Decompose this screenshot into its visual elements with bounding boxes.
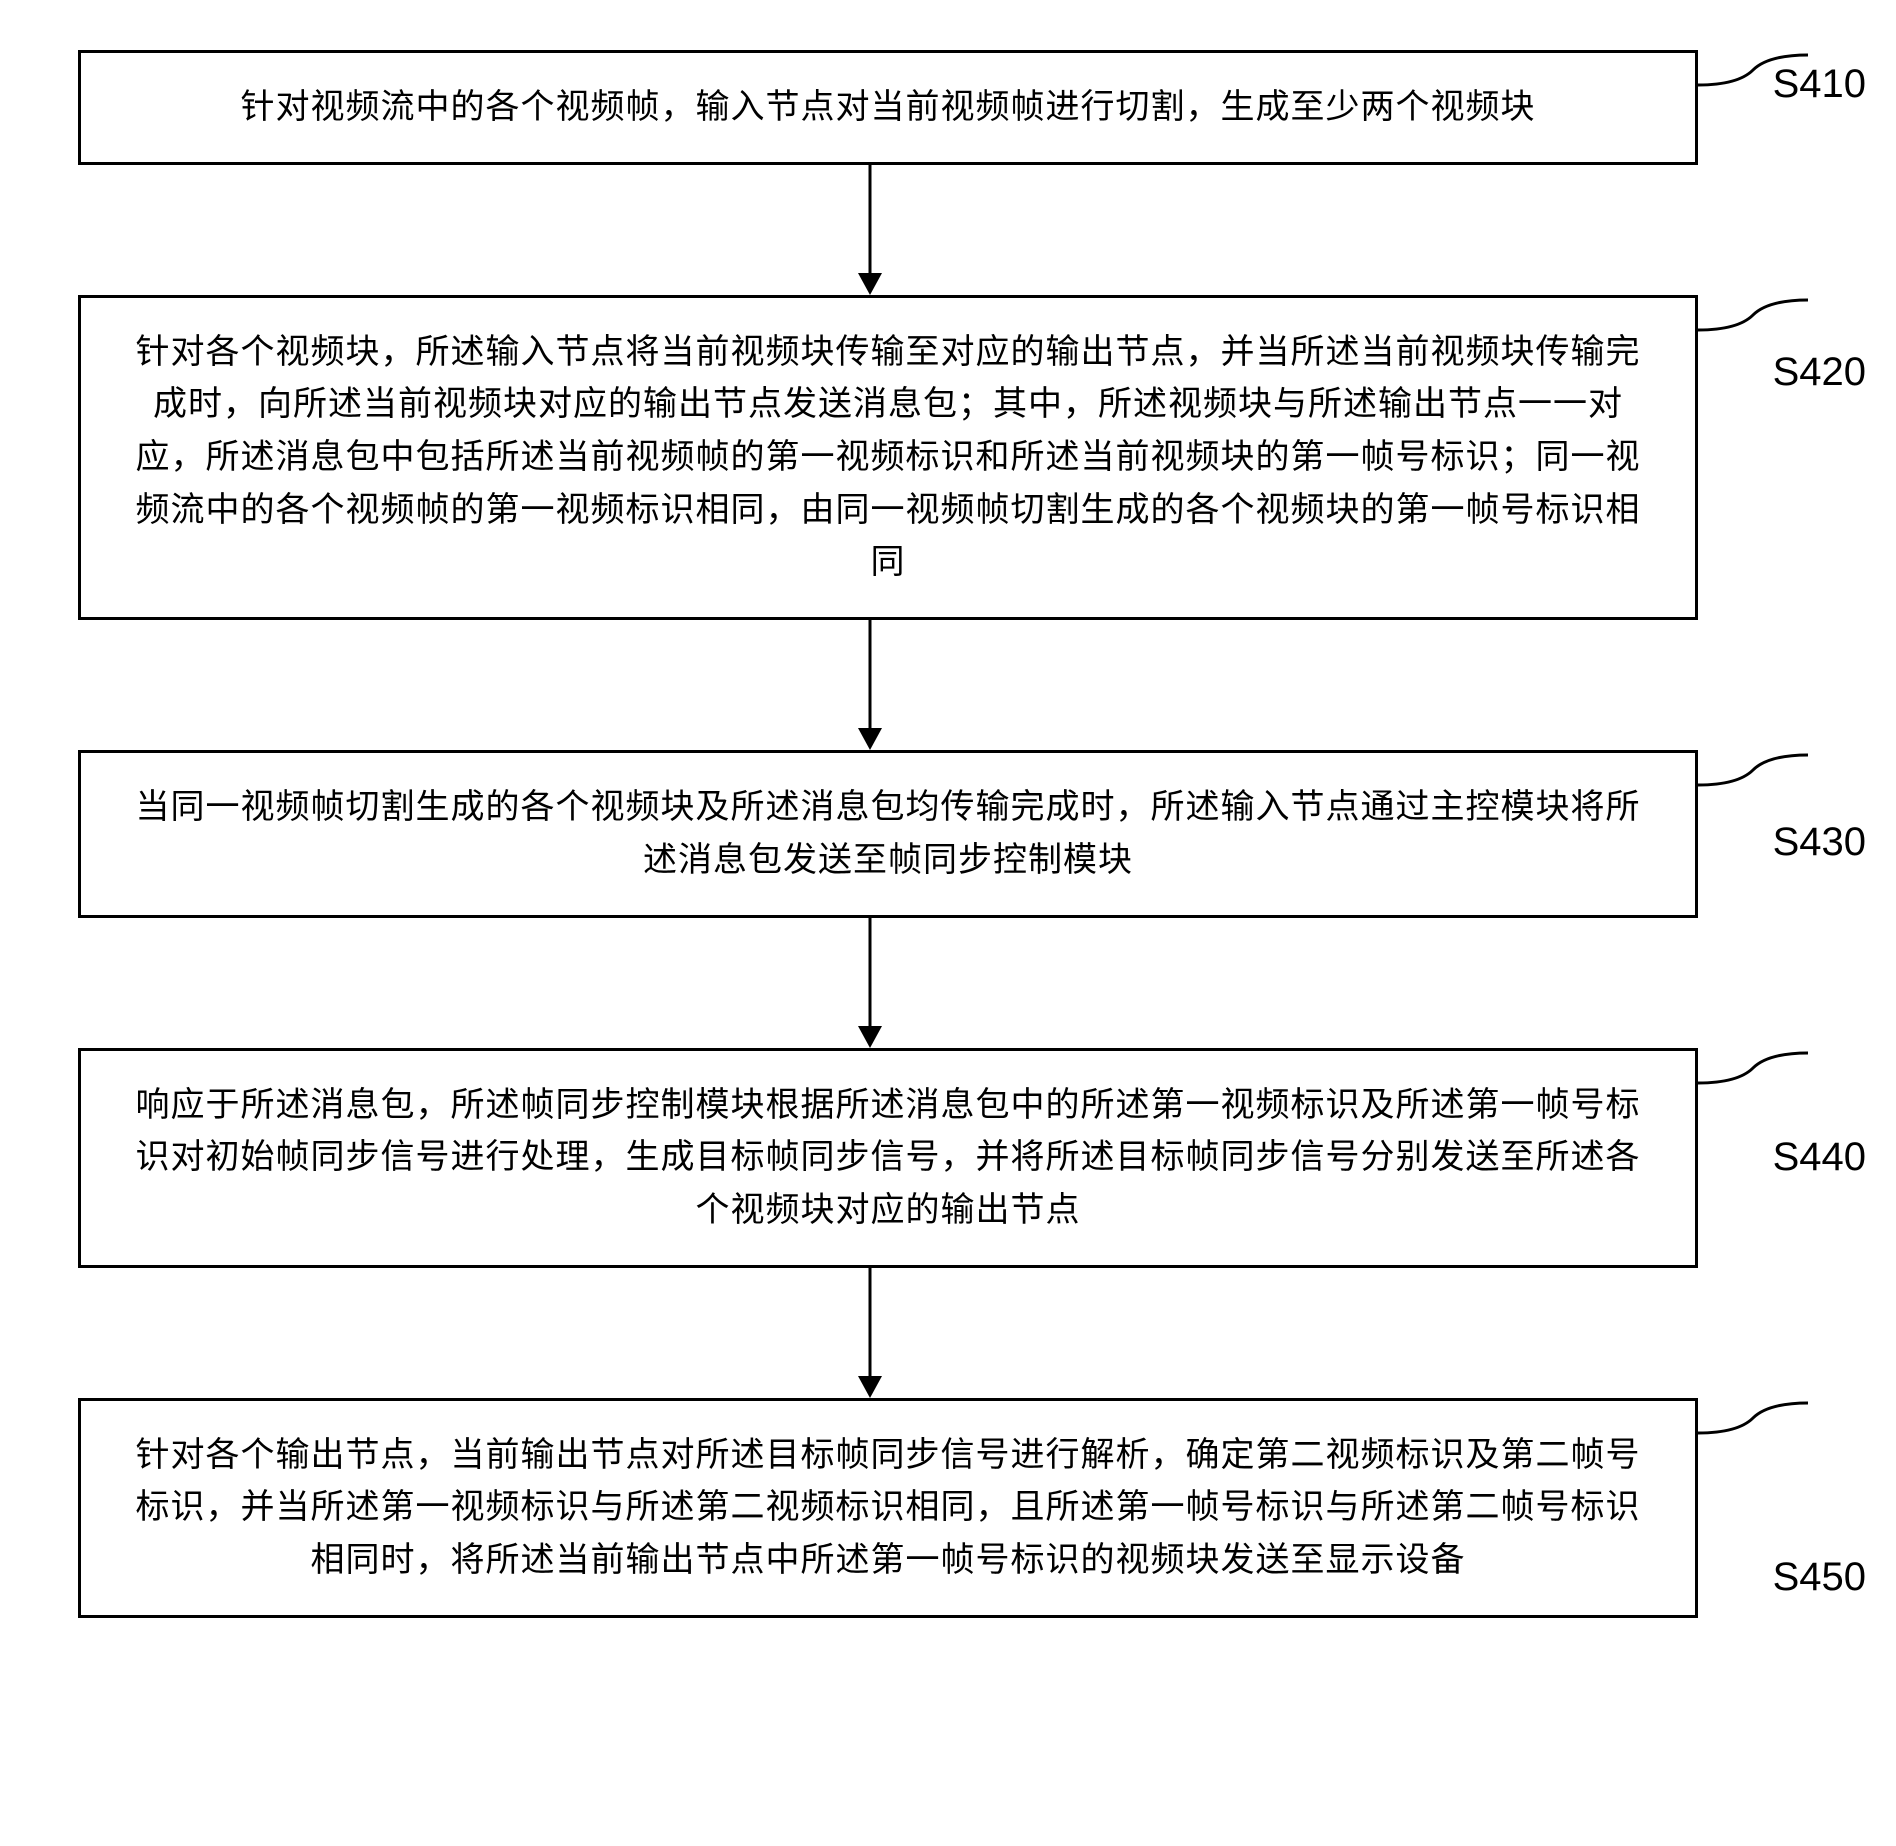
flow-node-s410: 针对视频流中的各个视频帧，输入节点对当前视频帧进行切割，生成至少两个视频块 bbox=[78, 50, 1698, 165]
flow-arrow bbox=[60, 165, 1680, 295]
flow-node-text: 当同一视频帧切割生成的各个视频块及所述消息包均传输完成时，所述输入节点通过主控模… bbox=[121, 781, 1655, 886]
flow-step-row: 响应于所述消息包，所述帧同步控制模块根据所述消息包中的所述第一视频标识及所述第一… bbox=[60, 1048, 1836, 1268]
bracket-curve-icon bbox=[1698, 1048, 1818, 1118]
flow-step-row: 针对各个视频块，所述输入节点将当前视频块传输至对应的输出节点，并当所述当前视频块… bbox=[60, 295, 1836, 620]
flow-node-text: 针对视频流中的各个视频帧，输入节点对当前视频帧进行切割，生成至少两个视频块 bbox=[241, 81, 1536, 134]
flow-arrow bbox=[60, 1268, 1680, 1398]
flow-arrow bbox=[60, 620, 1680, 750]
flowchart-container: 针对视频流中的各个视频帧，输入节点对当前视频帧进行切割，生成至少两个视频块 S4… bbox=[0, 0, 1896, 1846]
flow-step-row: 针对各个输出节点，当前输出节点对所述目标帧同步信号进行解析，确定第二视频标识及第… bbox=[60, 1398, 1836, 1618]
flow-node-s450: 针对各个输出节点，当前输出节点对所述目标帧同步信号进行解析，确定第二视频标识及第… bbox=[78, 1398, 1698, 1618]
flow-node-text: 针对各个视频块，所述输入节点将当前视频块传输至对应的输出节点，并当所述当前视频块… bbox=[121, 326, 1655, 589]
step-label-s450: S450 bbox=[1773, 1555, 1866, 1600]
flow-node-s440: 响应于所述消息包，所述帧同步控制模块根据所述消息包中的所述第一视频标识及所述第一… bbox=[78, 1048, 1698, 1268]
step-label-s420: S420 bbox=[1773, 350, 1866, 395]
flow-step-row: 针对视频流中的各个视频帧，输入节点对当前视频帧进行切割，生成至少两个视频块 bbox=[60, 50, 1836, 165]
flow-step-row: 当同一视频帧切割生成的各个视频块及所述消息包均传输完成时，所述输入节点通过主控模… bbox=[60, 750, 1836, 917]
flow-arrow bbox=[60, 918, 1680, 1048]
flow-node-s430: 当同一视频帧切割生成的各个视频块及所述消息包均传输完成时，所述输入节点通过主控模… bbox=[78, 750, 1698, 917]
arrow-down-icon bbox=[850, 918, 890, 1048]
flow-node-text: 响应于所述消息包，所述帧同步控制模块根据所述消息包中的所述第一视频标识及所述第一… bbox=[121, 1079, 1655, 1237]
arrow-down-icon bbox=[850, 620, 890, 750]
bracket-curve-icon bbox=[1698, 1398, 1818, 1468]
step-label-s410: S410 bbox=[1773, 62, 1866, 107]
arrow-down-icon bbox=[850, 165, 890, 295]
step-label-s430: S430 bbox=[1773, 820, 1866, 865]
bracket-curve-icon bbox=[1698, 750, 1818, 820]
step-label-s440: S440 bbox=[1773, 1135, 1866, 1180]
flow-node-text: 针对各个输出节点，当前输出节点对所述目标帧同步信号进行解析，确定第二视频标识及第… bbox=[121, 1429, 1655, 1587]
flow-node-s420: 针对各个视频块，所述输入节点将当前视频块传输至对应的输出节点，并当所述当前视频块… bbox=[78, 295, 1698, 620]
arrow-down-icon bbox=[850, 1268, 890, 1398]
